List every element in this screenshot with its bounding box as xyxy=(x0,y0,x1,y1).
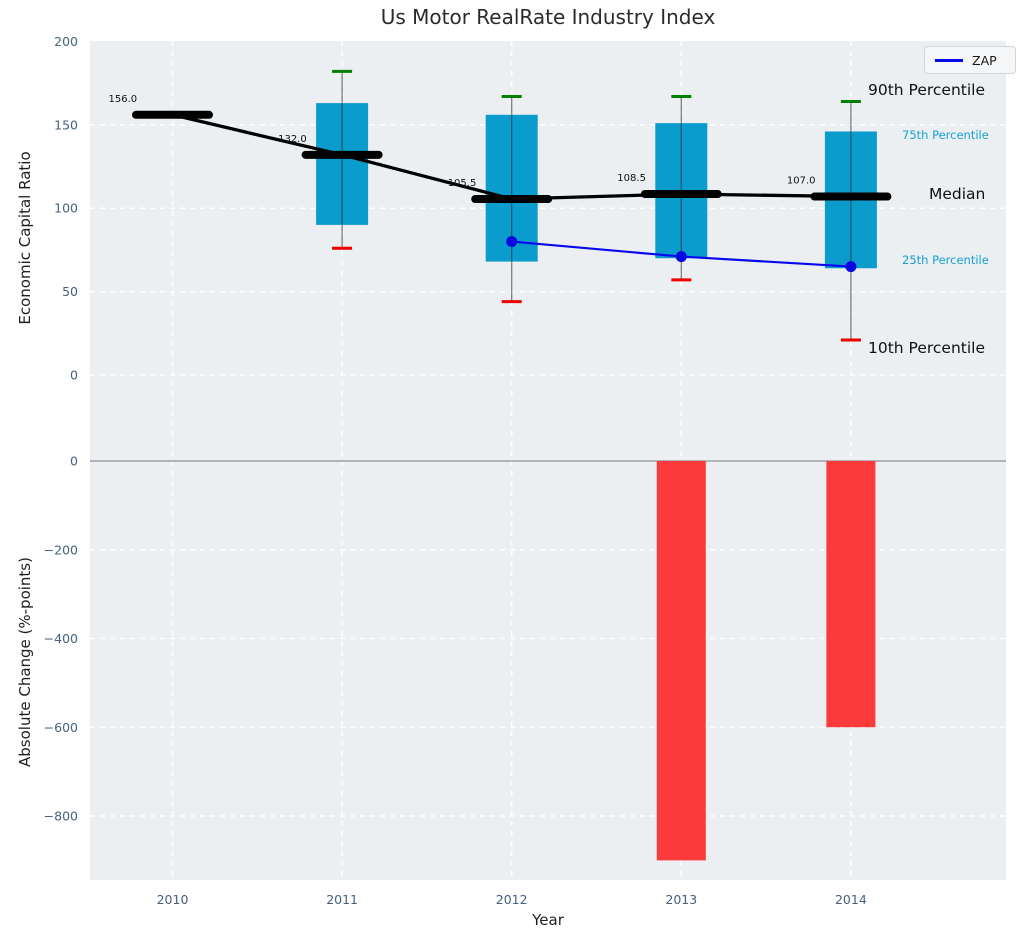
bar-2014 xyxy=(826,461,876,728)
annotation-25th-percentile: 25th Percentile xyxy=(902,253,989,267)
annotation-median: Median xyxy=(929,185,986,203)
x-tick-label: 2011 xyxy=(326,892,358,907)
x-axis-label: Year xyxy=(532,911,564,929)
median-value-label: 132.0 xyxy=(278,134,307,145)
median-value-label: 108.5 xyxy=(617,173,646,184)
bottom-y-axis-label: Absolute Change (%-points) xyxy=(16,557,34,767)
annotation-75th-percentile: 75th Percentile xyxy=(902,128,989,142)
legend-line-swatch xyxy=(935,58,963,62)
top-y-tick-label: 0 xyxy=(70,368,78,383)
annotation-90th-percentile: 90th Percentile xyxy=(868,81,986,99)
legend: ZAP xyxy=(924,46,1016,74)
top-y-tick-label: 150 xyxy=(54,117,78,132)
top-y-tick-label: 50 xyxy=(62,284,78,299)
bottom-y-tick-label: −200 xyxy=(44,542,78,557)
top-y-tick-label: 100 xyxy=(54,201,78,216)
median-value-label: 107.0 xyxy=(787,176,816,187)
x-tick-label: 2013 xyxy=(665,892,697,907)
median-value-label: 156.0 xyxy=(109,94,138,105)
top-y-tick-label: 200 xyxy=(54,34,78,49)
bottom-y-tick-label: −600 xyxy=(44,720,78,735)
bottom-y-tick-label: −800 xyxy=(44,809,78,824)
x-tick-label: 2012 xyxy=(496,892,528,907)
bottom-y-tick-label: −400 xyxy=(44,631,78,646)
top-y-axis-label: Economic Capital Ratio xyxy=(16,151,34,325)
bar-2013 xyxy=(656,461,706,861)
x-tick-label: 2014 xyxy=(835,892,867,907)
chart-title: Us Motor RealRate Industry Index xyxy=(380,5,716,29)
x-tick-label: 2010 xyxy=(157,892,189,907)
bottom-y-tick-label: 0 xyxy=(70,454,78,469)
median-value-label: 105.5 xyxy=(448,178,477,189)
zap-point xyxy=(845,261,857,273)
annotation-10th-percentile: 10th Percentile xyxy=(868,339,986,357)
zap-point xyxy=(675,251,687,263)
legend-label: ZAP xyxy=(972,52,997,68)
zap-point xyxy=(506,236,518,248)
